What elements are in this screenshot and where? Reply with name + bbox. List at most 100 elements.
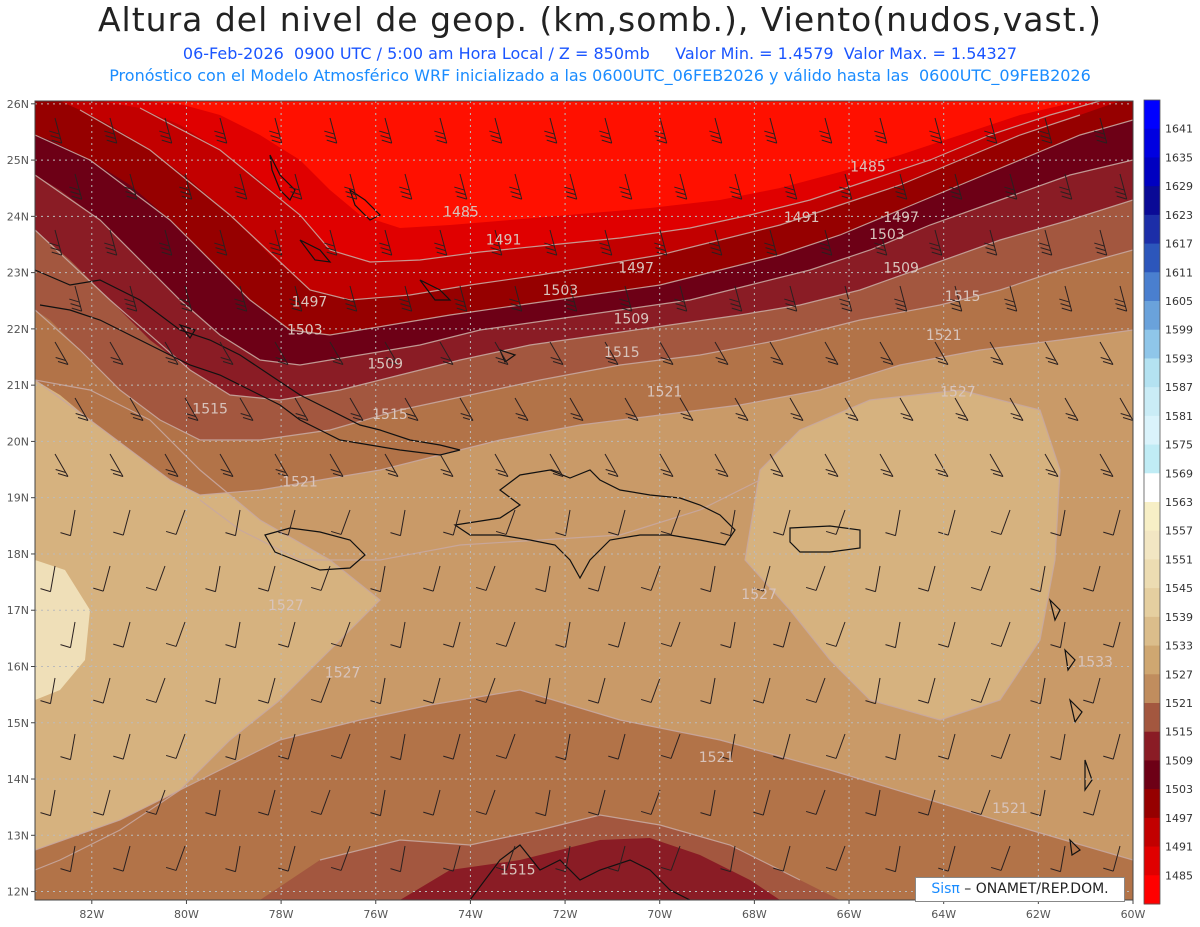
wind-barb (784, 285, 798, 312)
contour-label: 1509 (614, 311, 650, 327)
wind-barb (1103, 621, 1121, 648)
lon-tick-label: 78W (269, 908, 294, 921)
wind-barb (1050, 733, 1066, 761)
wind-barb (1099, 453, 1114, 477)
coastlines (35, 154, 1093, 900)
wind-barb (714, 453, 729, 477)
wind-barb (824, 453, 839, 477)
contour-label: 1521 (926, 328, 962, 344)
colorbar-label: 1551 (1165, 553, 1193, 566)
wind-barb (390, 621, 406, 649)
wind-barb (1030, 565, 1046, 593)
colorbar-label: 1569 (1165, 467, 1193, 480)
wind-barb (423, 789, 441, 816)
wind-barb (165, 845, 186, 871)
lat-tick-label: 17N (7, 604, 29, 617)
wind-barb (764, 117, 778, 144)
wind-barb (205, 677, 221, 705)
contour-label: 1491 (784, 210, 820, 226)
contour-label: 1515 (945, 289, 981, 305)
wind-barb (113, 733, 131, 760)
wind-barb (734, 397, 749, 421)
valid-time-line: 06-Feb-2026 0900 UTC / 5:00 am Hora Loca… (182, 44, 1018, 63)
contour-label: 1521 (992, 801, 1028, 817)
wind-barb (109, 341, 124, 365)
colorbar-swatch (1144, 301, 1160, 331)
lat-tick-label: 12N (7, 886, 29, 899)
wind-barb (214, 117, 228, 144)
wind-barb (269, 229, 283, 256)
wind-barb (514, 397, 529, 421)
wind-barb (938, 621, 956, 648)
wind-barb (1103, 845, 1121, 872)
wind-barb (324, 117, 338, 144)
wind-barb (894, 173, 908, 200)
wind-barb (489, 117, 503, 144)
wind-barb (423, 565, 441, 592)
wind-barb (865, 789, 881, 817)
wind-barb (495, 509, 516, 535)
colorbar-label: 1593 (1165, 352, 1193, 365)
wind-barb (720, 733, 736, 761)
wind-barb (289, 173, 303, 200)
wind-barb (74, 397, 89, 421)
wind-barb (588, 677, 606, 704)
colorbar-label: 1623 (1165, 209, 1193, 222)
contour-label: 1509 (367, 356, 403, 372)
wind-barb (604, 341, 619, 365)
wind-barb (384, 341, 399, 365)
credit-text: – ONAMET/REP.DOM. (959, 881, 1109, 897)
lat-tick-label: 24N (7, 210, 29, 223)
wind-barb (1099, 341, 1114, 365)
contour-label: 1503 (543, 283, 579, 299)
wind-barb (805, 565, 826, 591)
wind-barb (165, 621, 186, 647)
colorbar-swatch (1144, 530, 1160, 560)
longitude-axis: 82W 80W 78W 76W 74W 72W 70W 68W 66W 64W 62W 60W (79, 900, 1146, 921)
wind-barb (640, 677, 661, 703)
wind-barb (899, 397, 914, 421)
wind-barb (970, 789, 991, 815)
contour-lines (35, 101, 1133, 881)
wind-barb (769, 453, 784, 477)
wind-barb (555, 845, 571, 873)
wind-barb (805, 789, 826, 815)
colorbar-label: 1545 (1165, 582, 1193, 595)
wind-barb (918, 789, 936, 816)
colorbar-label: 1599 (1165, 324, 1193, 337)
wind-barb (1059, 173, 1073, 200)
colorbar-swatch (1144, 473, 1160, 503)
wind-barb (885, 509, 901, 537)
wind-barb (184, 397, 199, 421)
wind-barbs (40, 117, 1133, 873)
wind-barb (700, 565, 716, 593)
wind-barb (805, 677, 826, 703)
wind-barb (370, 789, 386, 817)
wind-barb (564, 285, 578, 312)
wind-barb (825, 733, 846, 759)
wind-barb (569, 397, 584, 421)
wind-barb (773, 621, 791, 648)
wind-barb (258, 677, 276, 704)
wind-barb (544, 229, 558, 256)
wind-barb (839, 173, 853, 200)
wind-barb (344, 285, 358, 312)
wind-barb (390, 845, 406, 873)
wind-barb (608, 733, 626, 760)
wind-barb (399, 285, 413, 312)
wind-barb (1039, 117, 1053, 144)
colorbar-label: 1629 (1165, 180, 1193, 193)
wind-barb (475, 677, 496, 703)
wind-barb (918, 565, 936, 592)
lat-tick-label: 19N (7, 492, 29, 505)
contour-label: 1527 (741, 587, 777, 603)
colorbar-swatch (1144, 214, 1160, 245)
contour-label: 1509 (883, 261, 919, 277)
colorbar-label: 1485 (1165, 869, 1193, 882)
wind-barb (865, 565, 881, 593)
wind-barb (549, 453, 564, 477)
wind-barb (145, 789, 166, 815)
wind-barb (164, 341, 179, 365)
wind-barb (874, 117, 888, 144)
wind-barb (165, 509, 186, 535)
